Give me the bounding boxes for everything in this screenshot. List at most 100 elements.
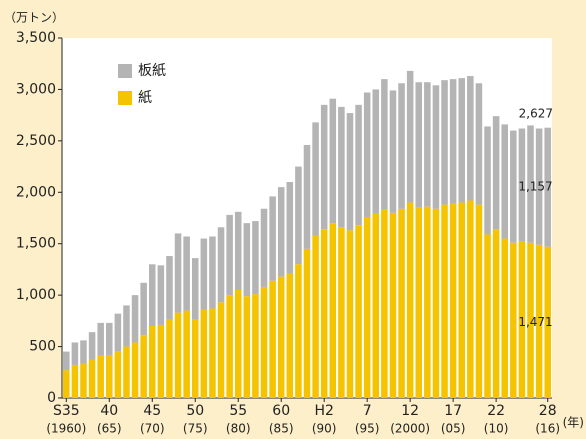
bar-segment	[432, 85, 440, 209]
bar-segment	[131, 295, 139, 343]
bar-segment	[389, 212, 397, 398]
y-tick-label: 0	[47, 390, 56, 406]
bar-segment	[501, 238, 508, 398]
bar-segment	[252, 221, 259, 295]
bar-segment	[303, 248, 311, 398]
x-tick-sublabel: (05)	[441, 422, 466, 436]
x-tick-label: 40	[100, 403, 118, 419]
bar-segment	[295, 264, 302, 398]
bar-segment	[518, 241, 526, 398]
x-tick-sublabel: (2000)	[390, 422, 430, 436]
bar-segment	[398, 208, 405, 398]
legend-swatch	[118, 91, 132, 105]
bar-segment	[467, 200, 474, 398]
bar-segment	[191, 258, 199, 320]
bar-segment	[355, 104, 362, 226]
bar-segment	[243, 223, 251, 297]
bar-segment	[484, 126, 491, 235]
legend-label: 紙	[138, 90, 152, 106]
legend-label: 板紙	[138, 63, 166, 79]
bar-segment	[234, 290, 242, 398]
bar-segment	[174, 312, 182, 398]
bar-segment	[234, 211, 242, 290]
x-tick-sublabel: (95)	[355, 422, 380, 436]
bar-segment	[114, 313, 122, 352]
bar-segment	[372, 89, 380, 214]
x-tick-sublabel: (90)	[312, 422, 337, 436]
bar-segment	[329, 223, 337, 398]
y-axis-label: （万トン）	[4, 11, 64, 25]
bar-segment	[398, 83, 405, 209]
bar-segment	[157, 324, 165, 398]
bar-segment	[475, 204, 483, 398]
bar-segment	[226, 295, 233, 398]
bar-segment	[123, 305, 130, 347]
bar-segment	[363, 216, 371, 398]
bar-segment	[406, 202, 414, 398]
bar-segment	[88, 332, 96, 360]
bar-segment	[80, 340, 87, 364]
bar-segment	[415, 207, 423, 398]
x-tick-sublabel: (85)	[269, 422, 294, 436]
x-tick-label: H2	[314, 403, 333, 419]
x-tick-label: 7	[363, 403, 372, 419]
bar-segment	[320, 229, 328, 398]
bar-segment	[424, 82, 431, 207]
bar-segment	[441, 80, 448, 205]
bar-segment	[355, 225, 362, 398]
x-tick-label: 45	[143, 403, 161, 419]
bar-segment	[88, 359, 96, 398]
bar-segment	[174, 233, 182, 313]
bar-segment	[475, 83, 483, 205]
bar-segment	[544, 127, 551, 247]
bar-segment	[191, 319, 199, 398]
bar-segment	[449, 203, 457, 398]
bar-segment	[106, 355, 113, 398]
bar-segment	[252, 294, 259, 398]
total-label: 2,627	[519, 106, 553, 120]
bar-segment	[303, 144, 311, 249]
x-tick-sublabel: (70)	[140, 422, 165, 436]
bar-segment	[269, 280, 276, 398]
bar-segment	[363, 92, 371, 217]
bar-segment	[492, 116, 500, 230]
bar-segment	[166, 319, 173, 398]
bar-segment	[63, 370, 70, 398]
bar-segment	[209, 308, 216, 398]
x-tick-sublabel: (65)	[97, 422, 122, 436]
y-tick-label: 1,000	[16, 287, 56, 303]
bar-segment	[260, 286, 268, 398]
bar-segment	[535, 244, 543, 398]
bar-segment	[106, 322, 113, 356]
y-tick-label: 1,500	[16, 236, 56, 252]
bar-segment	[183, 310, 190, 398]
x-tick-label: 17	[444, 403, 462, 419]
bar-segment	[424, 206, 431, 398]
bar-segment	[544, 246, 551, 398]
bar-segment	[484, 234, 491, 398]
y-tick-label: 3,000	[16, 81, 56, 97]
bar-segment	[286, 273, 294, 398]
bar-segment	[346, 113, 354, 231]
y-tick-label: 500	[29, 339, 56, 355]
bar-segment	[501, 124, 508, 239]
bar-segment	[381, 209, 388, 398]
bar-segment	[338, 227, 345, 398]
x-tick-label: 50	[186, 403, 204, 419]
y-tick-label: 3,500	[16, 30, 56, 46]
x-tick-label: 12	[401, 403, 419, 419]
bar-segment	[518, 128, 526, 242]
bar-segment	[277, 187, 285, 277]
x-tick-sublabel: (10)	[484, 422, 509, 436]
bar-segment	[449, 79, 457, 204]
bar-segment	[71, 365, 79, 398]
bar-segment	[200, 309, 208, 398]
bar-segment	[415, 82, 423, 208]
bar-segment	[510, 242, 517, 398]
x-tick-label: 22	[487, 403, 505, 419]
bar-segment	[312, 122, 319, 236]
x-tick-sublabel: (16)	[535, 422, 560, 436]
bar-segment	[97, 322, 104, 356]
x-tick-label: 55	[229, 403, 247, 419]
